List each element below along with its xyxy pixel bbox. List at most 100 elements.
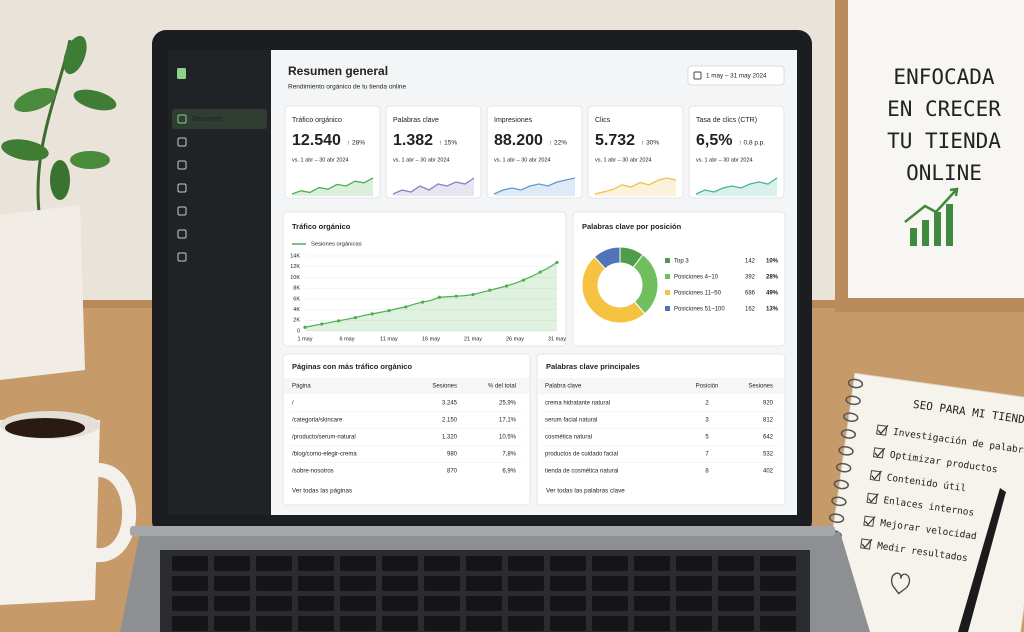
key — [172, 616, 208, 631]
checkbox — [863, 515, 875, 527]
table-cell: tienda de cosmética natural — [545, 469, 618, 475]
key — [172, 556, 208, 571]
x-tick-label: 6 may — [340, 336, 355, 342]
key — [214, 616, 250, 631]
key — [508, 556, 544, 571]
key — [298, 576, 334, 591]
kpi-card — [587, 105, 684, 199]
key — [340, 576, 376, 591]
legend-percent: 49% — [766, 291, 779, 297]
legend-label: Sesiones orgánicas — [311, 242, 362, 248]
line-point — [370, 312, 374, 316]
y-tick-label: 2K — [293, 318, 300, 324]
key — [760, 556, 796, 571]
line-point — [555, 260, 559, 265]
table-cell: cosmética natural — [545, 435, 592, 441]
menu-item[interactable]: Productos — [192, 208, 224, 215]
kpi-value: 88.200 — [494, 132, 543, 149]
key — [340, 556, 376, 571]
y-tick-label: 10K — [290, 275, 300, 281]
kpi-label: Tasa de clics (CTR) — [696, 117, 757, 124]
key — [550, 576, 586, 591]
key — [508, 576, 544, 591]
legend-percent: 28% — [766, 275, 779, 281]
spiral-ring — [838, 446, 854, 456]
table-cell: serum facial natural — [545, 418, 597, 424]
y-tick-label: 14K — [290, 253, 300, 259]
menu-active — [172, 109, 267, 129]
checkbox — [860, 538, 872, 550]
key — [382, 616, 418, 631]
x-tick-label: 11 may — [380, 336, 398, 342]
table-header: % del total — [488, 384, 516, 390]
menu-item[interactable]: Resumen — [192, 116, 222, 123]
sparkline — [493, 177, 576, 195]
table-cell: 5 — [705, 435, 709, 441]
line-point — [387, 309, 391, 313]
kpi-card — [486, 105, 583, 199]
key — [466, 596, 502, 611]
key — [256, 556, 292, 571]
key — [214, 576, 250, 591]
line-point — [303, 325, 307, 329]
x-tick-label: 31 may — [548, 336, 566, 342]
menu-item[interactable]: Rendimiento — [192, 139, 231, 146]
key — [466, 576, 502, 591]
key — [424, 616, 460, 631]
key — [382, 556, 418, 571]
date-picker[interactable] — [687, 65, 785, 86]
table-cell: crema hidratante natural — [545, 401, 610, 407]
line-point — [320, 322, 324, 326]
key — [718, 616, 754, 631]
kpi-label: Impresiones — [494, 117, 533, 124]
key — [508, 596, 544, 611]
line-point — [521, 278, 526, 282]
table-link[interactable]: Ver todas las palabras clave — [546, 488, 625, 495]
sign-text: EN CRECER — [887, 97, 1001, 121]
sparkline — [695, 177, 778, 195]
table-cell: productos de cuidado facial — [545, 452, 618, 458]
key — [256, 576, 292, 591]
line-point — [421, 300, 425, 304]
key — [256, 616, 292, 631]
x-tick-label: 21 may — [464, 336, 482, 342]
spiral-ring — [831, 496, 847, 507]
key — [676, 596, 712, 611]
sign-text: ONLINE — [906, 161, 982, 185]
table-cell: 870 — [447, 469, 458, 475]
chart-title: Palabras clave por posición — [582, 222, 682, 231]
kpi-change: ↑ 30% — [641, 140, 659, 147]
table-link[interactable]: Ver todas las páginas — [292, 488, 352, 495]
kpi-card — [385, 105, 482, 199]
kpi-compare: vs. 1 abr – 30 abr 2024 — [494, 157, 551, 163]
line-point — [404, 305, 408, 309]
kpi-card — [688, 105, 785, 199]
key — [298, 556, 334, 571]
line-point — [471, 292, 475, 297]
menu-item[interactable]: Informes — [192, 231, 220, 238]
legend-label: Posiciones 51–100 — [674, 307, 725, 313]
sparkline-area — [494, 178, 575, 196]
table-cell: 1.320 — [442, 435, 458, 441]
menu-item[interactable]: Palabras clave — [192, 162, 238, 169]
kpi-label: Clics — [595, 117, 611, 124]
key — [718, 556, 754, 571]
legend-swatch — [665, 306, 670, 311]
legend-swatch — [665, 258, 670, 263]
key — [382, 596, 418, 611]
x-tick-label: 16 may — [422, 336, 440, 342]
menu-item[interactable]: Configuración — [192, 254, 235, 261]
y-tick-label: 8K — [293, 286, 300, 292]
key — [592, 596, 628, 611]
line-point — [488, 288, 492, 292]
table-cell: 3 — [705, 418, 709, 424]
table-header: Sesiones — [748, 384, 773, 390]
legend-value: 162 — [745, 307, 756, 313]
key — [340, 616, 376, 631]
key — [718, 596, 754, 611]
key — [214, 556, 250, 571]
menu-item[interactable]: Páginas — [192, 185, 218, 192]
key — [214, 596, 250, 611]
table-cell: / — [292, 401, 294, 407]
